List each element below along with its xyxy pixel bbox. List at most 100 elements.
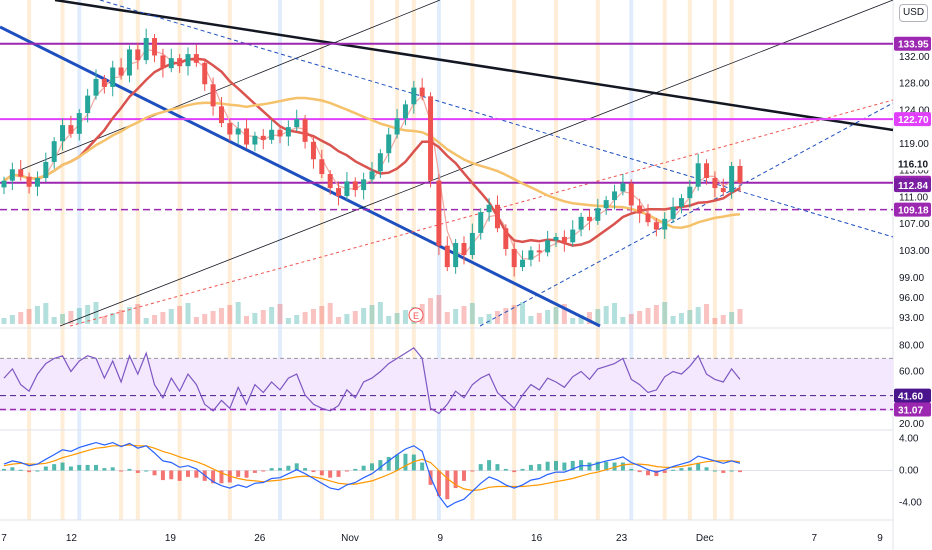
candle-body xyxy=(352,181,358,191)
candle-body xyxy=(294,119,300,128)
volume-bar xyxy=(336,317,342,324)
candle-body xyxy=(729,165,735,193)
ma-slow-line xyxy=(3,96,741,229)
price-level-tag-bg xyxy=(894,36,931,51)
candle-body xyxy=(561,236,567,243)
volume-bar xyxy=(645,308,651,324)
macd-histogram-bar xyxy=(378,460,383,471)
volume-bar xyxy=(469,303,475,324)
macd-histogram-bar xyxy=(252,470,257,473)
rsi-level-tag: 31.07 xyxy=(898,405,923,416)
candle-body xyxy=(43,161,49,179)
candle-body xyxy=(68,125,74,134)
currency-button[interactable]: USD xyxy=(899,4,928,22)
candle-body xyxy=(85,95,91,114)
macd-histogram-bar xyxy=(512,470,517,473)
macd-histogram-bar xyxy=(395,454,400,471)
candle-body xyxy=(704,163,710,179)
macd-histogram-bar xyxy=(102,468,107,471)
rsi-level-tag-bg xyxy=(894,402,931,417)
candle-body xyxy=(344,181,350,197)
candle-body xyxy=(603,200,609,209)
macd-histogram-bar xyxy=(411,454,416,471)
macd-histogram-bar xyxy=(612,462,617,471)
macd-histogram-bar xyxy=(144,470,149,472)
rsi-indicator xyxy=(0,347,893,415)
macd-histogram-bar xyxy=(244,470,249,478)
macd-histogram-bar xyxy=(453,470,458,489)
macd-histogram-bar xyxy=(211,470,216,484)
macd-signal-line xyxy=(3,444,741,492)
volume-bar xyxy=(294,315,300,324)
bg-stripe xyxy=(319,0,324,520)
macd-histogram-bar xyxy=(696,463,701,471)
macd-histogram-bar xyxy=(386,456,391,471)
volume-bar xyxy=(670,316,676,324)
volume-bar xyxy=(528,316,534,324)
candlesticks xyxy=(1,28,743,277)
price-level-tag-bg xyxy=(894,178,931,193)
macd-histogram-bar xyxy=(18,469,23,471)
candle-body xyxy=(653,222,659,230)
candle-body xyxy=(586,216,592,221)
candle-body xyxy=(645,213,651,223)
horizontal-levels[interactable] xyxy=(0,42,893,211)
candle-body xyxy=(578,216,584,230)
candle-body xyxy=(511,249,517,268)
price-level-tag: 133.95 xyxy=(898,40,929,51)
time-tick-label: 7 xyxy=(812,533,818,544)
macd-histogram-bar xyxy=(520,468,525,471)
rsi-line xyxy=(3,347,741,415)
price-level-tag: 109.18 xyxy=(898,206,929,217)
macd-histogram-bar xyxy=(528,464,533,471)
price-tick-label: 132.00 xyxy=(899,52,930,63)
bg-stripe xyxy=(712,0,717,520)
volume-bar xyxy=(628,314,634,324)
macd-histogram-bar xyxy=(77,464,82,471)
macd-histogram-bar xyxy=(420,462,425,471)
trendlines[interactable] xyxy=(0,0,894,328)
time-tick-label: Nov xyxy=(341,533,359,544)
volume-bar xyxy=(235,302,241,324)
candle-body xyxy=(60,125,66,142)
candle-body xyxy=(712,178,718,189)
time-tick-label: 9 xyxy=(877,533,883,544)
macd-histogram-bar xyxy=(462,470,466,481)
macd-histogram-bar xyxy=(595,461,600,471)
candle-body xyxy=(612,191,618,201)
macd-histogram-bar xyxy=(554,460,558,471)
candle-body xyxy=(411,87,417,105)
volume-bar xyxy=(319,306,325,324)
volume-bar xyxy=(361,308,367,324)
time-tick-label: 7 xyxy=(1,533,7,544)
volume-bar xyxy=(545,310,551,324)
volume-bar xyxy=(494,311,500,324)
volume-bar xyxy=(76,308,82,324)
price-level-tag: 116.10 xyxy=(898,159,928,170)
candle-body xyxy=(218,106,224,124)
macd-histogram-bar xyxy=(169,470,174,480)
price-tick-label: 93.00 xyxy=(899,313,924,324)
macd-histogram-bar xyxy=(110,467,115,471)
candle-body xyxy=(260,135,266,140)
volume-bar xyxy=(578,315,584,324)
candle-body xyxy=(520,259,526,268)
volume-bar xyxy=(126,307,132,324)
candle-body xyxy=(26,176,32,187)
macd-tick-label: -4.00 xyxy=(899,497,922,508)
bg-stripe xyxy=(629,0,634,520)
volume-bar xyxy=(143,318,149,324)
candle-body xyxy=(118,67,124,76)
volume-bar xyxy=(218,308,224,324)
time-tick-label: 26 xyxy=(254,533,266,544)
macd-histogram-bar xyxy=(570,460,575,471)
volume-bar xyxy=(720,315,726,324)
earnings-marker[interactable]: E xyxy=(408,307,424,323)
volume-bar xyxy=(369,305,375,324)
macd-histogram-bar xyxy=(35,470,40,472)
volume-bar xyxy=(402,310,408,324)
candle-body xyxy=(126,49,132,76)
macd-histogram-bar xyxy=(679,468,684,471)
macd-histogram-bar xyxy=(671,469,676,471)
